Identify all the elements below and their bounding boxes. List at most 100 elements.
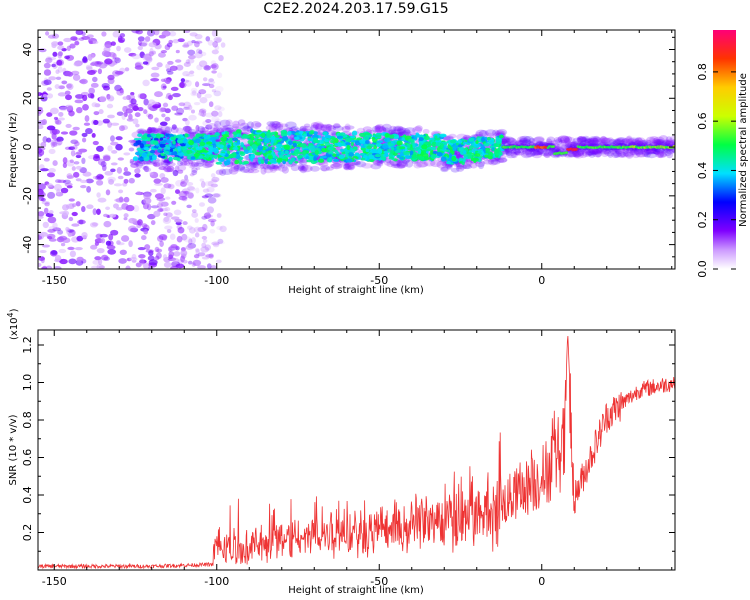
heatmap-cell: [635, 152, 646, 158]
heatmap-cell: [47, 56, 57, 61]
heatmap-cell: [149, 171, 159, 179]
heatmap-cell: [133, 161, 146, 167]
heatmap-cell: [563, 135, 573, 143]
heatmap-cell: [154, 255, 160, 261]
heatmap-cell: [551, 145, 556, 148]
heatmap-cell: [271, 146, 275, 150]
heatmap-cell: [448, 133, 457, 139]
heatmap-cell: [671, 148, 675, 153]
heatmap-cell: [136, 190, 141, 196]
heatmap-cell: [531, 150, 543, 159]
heatmap-cell: [174, 112, 183, 116]
heatmap-cell: [151, 154, 157, 161]
heatmap-cell: [100, 161, 107, 168]
heatmap-cell: [159, 143, 166, 148]
heatmap-cell: [169, 233, 176, 240]
heatmap-cell: [612, 139, 621, 145]
heatmap-cell: [376, 140, 384, 144]
heatmap-cell: [322, 131, 328, 135]
heatmap-cell: [82, 104, 89, 111]
heatmap-cell: [364, 132, 371, 136]
heatmap-cell: [455, 165, 465, 172]
heatmap-cell: [96, 61, 104, 65]
heatmap-cell: [92, 76, 98, 83]
heatmap-cell: [272, 165, 280, 170]
heatmap-cell: [113, 183, 123, 187]
heatmap-cell: [637, 148, 646, 154]
heatmap-cell: [76, 256, 84, 262]
heatmap-cell: [346, 144, 351, 150]
heatmap-cell: [98, 62, 108, 69]
heatmap-cell: [334, 138, 339, 144]
heatmap-cell: [582, 148, 590, 153]
heatmap-cell: [187, 49, 196, 56]
heatmap-cell: [139, 259, 147, 264]
heatmap-cell: [188, 54, 196, 60]
heatmap-cell: [47, 236, 53, 240]
heatmap-cell: [206, 141, 213, 145]
heatmap-cell: [43, 207, 49, 215]
heatmap-cell: [580, 140, 587, 146]
heatmap-cell: [319, 165, 330, 172]
x-tick-label: -100: [204, 274, 229, 287]
heatmap-cell: [522, 149, 533, 155]
heatmap-cell: [547, 149, 555, 156]
heatmap-cell: [225, 131, 230, 135]
heatmap-cell: [269, 164, 279, 170]
heatmap-cell: [256, 164, 265, 170]
heatmap-cell: [214, 118, 222, 125]
heatmap-cell: [162, 102, 169, 108]
heatmap-cell: [573, 150, 581, 158]
heatmap-cell: [114, 84, 122, 92]
heatmap-cell: [242, 125, 251, 130]
heatmap-cell: [143, 146, 150, 151]
heatmap-cell: [191, 90, 197, 96]
heatmap-cell: [117, 175, 124, 180]
heatmap-cell: [182, 44, 190, 48]
heatmap-cell: [118, 189, 124, 194]
heatmap-cell: [57, 229, 64, 235]
heatmap-cell: [252, 148, 257, 154]
heatmap-cell: [141, 235, 147, 241]
y-tick-label: 0: [21, 144, 34, 151]
heatmap-cell: [186, 131, 196, 140]
heatmap-cell: [423, 135, 430, 141]
heatmap-cell: [200, 51, 207, 57]
heatmap-cell: [575, 147, 579, 151]
heatmap-cell: [262, 150, 266, 154]
y-tick-label: 0.2: [21, 524, 34, 542]
heatmap-cell: [587, 148, 596, 154]
heatmap-cell: [341, 125, 351, 133]
heatmap-cell: [202, 223, 208, 231]
heatmap-cell: [324, 124, 335, 130]
heatmap-cell: [148, 259, 158, 266]
heatmap-cell: [417, 149, 422, 155]
heatmap-cell: [398, 146, 406, 150]
heatmap-cell: [212, 41, 219, 48]
heatmap-cell: [250, 162, 258, 169]
heatmap-cell: [317, 135, 322, 139]
heatmap-cell: [247, 139, 254, 145]
heatmap-cell: [210, 60, 217, 66]
heatmap-cell: [288, 140, 294, 146]
heatmap-cell: [592, 149, 602, 154]
colorbar-tick-label: 0.6: [696, 112, 709, 130]
heatmap-cell: [297, 163, 304, 172]
heatmap-cell: [38, 215, 44, 219]
heatmap-cell: [665, 139, 675, 146]
heatmap-cell: [211, 70, 217, 74]
heatmap-cell: [615, 147, 622, 155]
heatmap-cell: [178, 190, 188, 198]
colorbar: [713, 30, 736, 269]
heatmap-cell: [183, 160, 191, 167]
heatmap-cell: [240, 141, 245, 148]
heatmap-cell: [417, 160, 429, 168]
heatmap-cell: [347, 164, 355, 171]
heatmap-cell: [134, 173, 141, 178]
heatmap-cell: [205, 112, 214, 118]
heatmap-cell: [150, 78, 160, 82]
heatmap-cell: [61, 80, 68, 85]
heatmap-cell: [46, 125, 56, 131]
heatmap-cell: [215, 169, 224, 175]
heatmap-cell: [494, 130, 506, 136]
